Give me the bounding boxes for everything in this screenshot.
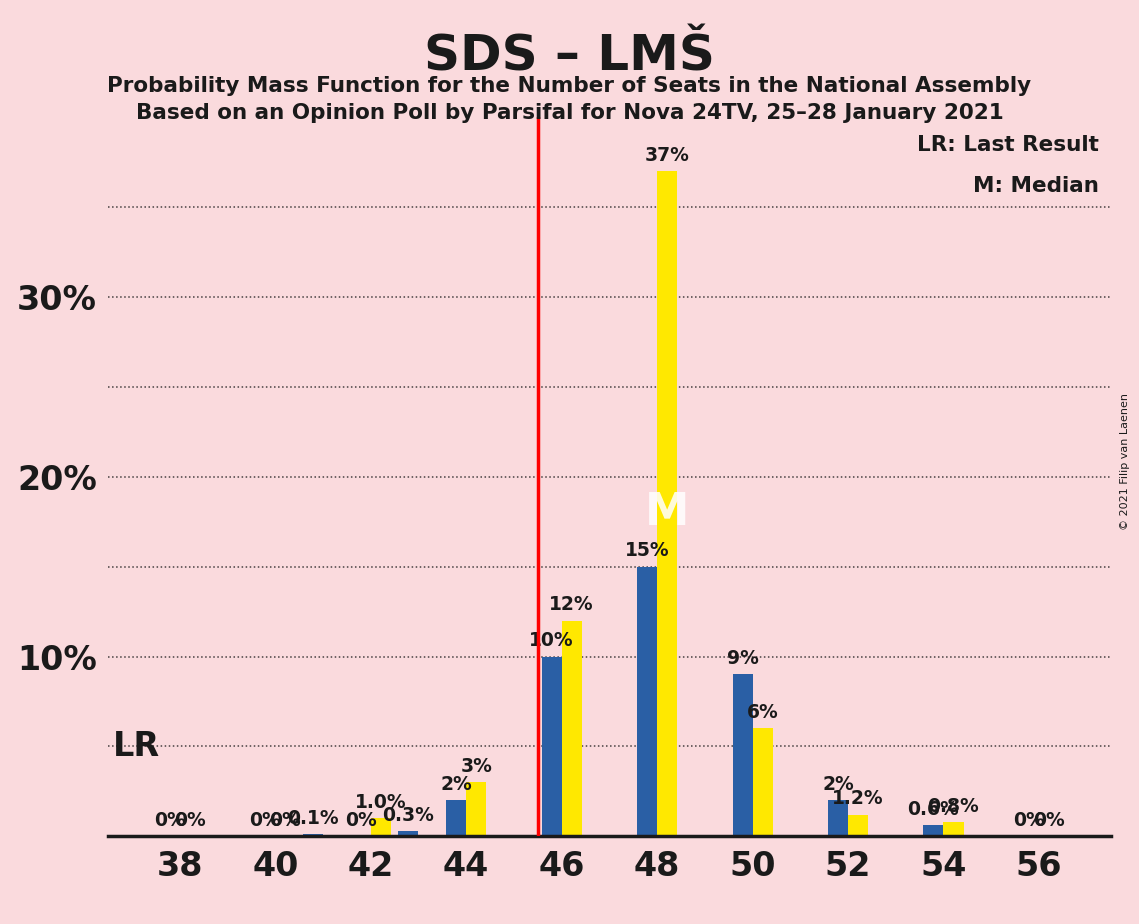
Text: 0%: 0%	[345, 811, 377, 830]
Text: 9%: 9%	[727, 650, 759, 668]
Bar	[637, 566, 657, 836]
Text: M: M	[645, 492, 689, 534]
Text: 1.0%: 1.0%	[355, 793, 407, 812]
Text: LR: LR	[113, 730, 161, 763]
Text: 15%: 15%	[625, 541, 670, 560]
Text: 0%: 0%	[249, 811, 281, 830]
Text: 0.1%: 0.1%	[287, 809, 338, 828]
Text: 2%: 2%	[822, 775, 854, 794]
Text: 0.6%: 0.6%	[908, 800, 959, 820]
Bar	[924, 825, 943, 836]
Text: 0.8%: 0.8%	[927, 796, 980, 816]
Bar	[370, 819, 391, 836]
Text: Probability Mass Function for the Number of Seats in the National Assembly: Probability Mass Function for the Number…	[107, 76, 1032, 96]
Bar	[657, 171, 678, 836]
Text: 2%: 2%	[441, 775, 472, 794]
Text: 0.3%: 0.3%	[383, 806, 434, 824]
Text: © 2021 Filip van Laenen: © 2021 Filip van Laenen	[1120, 394, 1130, 530]
Bar	[943, 821, 964, 836]
Text: 3%: 3%	[460, 757, 492, 776]
Bar	[753, 728, 772, 836]
Bar	[562, 621, 582, 836]
Text: SDS – LMŠ: SDS – LMŠ	[424, 32, 715, 80]
Bar	[541, 656, 562, 836]
Text: 0%: 0%	[1013, 811, 1044, 830]
Bar	[399, 831, 418, 836]
Text: 0%: 0%	[270, 811, 301, 830]
Text: 10%: 10%	[530, 631, 574, 650]
Text: M: Median: M: Median	[973, 176, 1098, 196]
Bar	[732, 675, 753, 836]
Text: LR: Last Result: LR: Last Result	[917, 135, 1098, 155]
Text: 6%: 6%	[747, 703, 778, 722]
Text: Based on an Opinion Poll by Parsifal for Nova 24TV, 25–28 January 2021: Based on an Opinion Poll by Parsifal for…	[136, 103, 1003, 124]
Text: 37%: 37%	[645, 146, 689, 165]
Bar	[849, 815, 868, 836]
Bar	[828, 800, 849, 836]
Text: 12%: 12%	[549, 595, 593, 614]
Text: 1.2%: 1.2%	[833, 789, 884, 808]
Bar	[303, 834, 323, 836]
Text: 0%: 0%	[154, 811, 186, 830]
Text: 0%: 0%	[1033, 811, 1065, 830]
Bar	[446, 800, 466, 836]
Text: 0%: 0%	[174, 811, 206, 830]
Bar	[466, 783, 486, 836]
